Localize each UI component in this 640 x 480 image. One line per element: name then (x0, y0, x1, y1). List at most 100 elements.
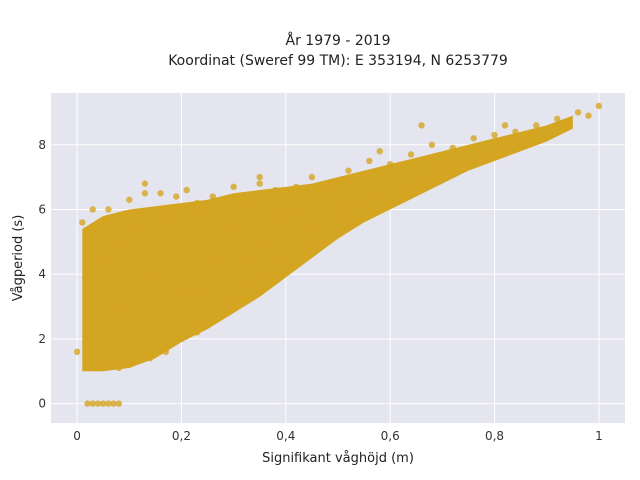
data-point (386, 160, 394, 168)
y-tick-label: 2 (38, 332, 46, 346)
data-point (157, 190, 164, 197)
data-point (298, 209, 305, 216)
data-point (126, 196, 133, 203)
data-point (214, 254, 222, 262)
data-point (126, 361, 133, 368)
x-tick-label: 0,2 (172, 429, 191, 443)
chart-subtitle: Koordinat (Sweref 99 TM): E 353194, N 62… (168, 53, 508, 69)
data-point (84, 400, 91, 407)
y-axis-label: Vågperiod (s) (11, 215, 26, 302)
data-point (366, 157, 373, 165)
data-point (141, 190, 149, 197)
data-point (235, 296, 243, 304)
data-point (110, 303, 117, 310)
chart-title: År 1979 - 2019 (286, 32, 391, 49)
data-point (272, 186, 279, 194)
points-layer (73, 102, 603, 407)
data-point (193, 329, 201, 336)
data-point (99, 361, 107, 368)
data-point (308, 173, 316, 181)
data-point (141, 180, 149, 187)
data-point (501, 122, 509, 129)
data-point (220, 309, 227, 317)
data-point (376, 148, 383, 155)
data-point (105, 206, 112, 213)
x-tick-label: 1 (595, 429, 603, 443)
data-point (105, 400, 112, 407)
data-point (439, 164, 446, 171)
data-point (491, 131, 498, 139)
data-point (79, 219, 86, 226)
point-cloud-region (82, 115, 573, 372)
data-point (334, 199, 342, 207)
data-point (574, 109, 582, 116)
data-point (533, 122, 540, 129)
data-point (397, 183, 404, 191)
data-point (501, 141, 509, 148)
data-point (418, 173, 425, 181)
data-point (460, 157, 467, 165)
data-point (99, 400, 107, 407)
data-point (94, 400, 102, 407)
data-point (84, 364, 91, 372)
data-point (193, 199, 201, 207)
data-point (282, 258, 290, 265)
data-point (376, 190, 383, 197)
data-point (73, 348, 81, 356)
data-point (261, 238, 269, 246)
data-point (120, 238, 128, 246)
data-point (110, 400, 117, 407)
data-point (136, 222, 143, 229)
data-point (303, 238, 310, 246)
data-point (293, 183, 300, 191)
x-tick-label: 0,4 (276, 429, 295, 443)
data-point (564, 118, 571, 126)
data-point (266, 270, 274, 278)
x-tick-label: 0,6 (381, 429, 400, 443)
data-point (240, 199, 248, 207)
data-point (251, 283, 258, 291)
data-point (277, 212, 284, 220)
data-point (512, 128, 519, 136)
data-point (167, 212, 175, 220)
data-point (324, 180, 331, 187)
data-point (183, 186, 190, 194)
data-point (345, 167, 352, 174)
data-point (162, 348, 169, 356)
data-point (522, 135, 530, 142)
data-point (94, 254, 102, 262)
data-point (115, 400, 123, 407)
data-point (146, 355, 154, 362)
ticks-layer: 0 0,2 0,4 0,6 0,8 1 0 2 4 6 8 (38, 138, 602, 443)
data-point (178, 335, 185, 343)
data-point (595, 102, 603, 110)
y-tick-label: 0 (38, 397, 46, 411)
x-tick-label: 0 (73, 429, 81, 443)
y-tick-label: 6 (38, 202, 46, 216)
data-point (553, 115, 561, 123)
data-point (230, 183, 237, 191)
x-tick-label: 0,8 (485, 429, 504, 443)
data-point (480, 151, 488, 158)
data-point (188, 287, 196, 294)
data-point (418, 122, 425, 129)
data-point (449, 144, 456, 152)
data-point (407, 151, 415, 158)
data-point (204, 319, 211, 326)
data-point (585, 112, 592, 119)
data-point (115, 364, 123, 372)
y-tick-label: 8 (38, 138, 46, 152)
data-point (199, 206, 206, 213)
data-point (225, 222, 232, 229)
data-point (152, 270, 159, 278)
data-point (209, 193, 216, 200)
data-point (246, 258, 253, 265)
y-tick-label: 4 (38, 267, 46, 281)
data-point (428, 141, 436, 148)
x-axis-label: Signifikant våghöjd (m) (262, 451, 414, 466)
data-point (89, 400, 96, 407)
data-point (470, 135, 477, 142)
data-point (543, 128, 550, 136)
